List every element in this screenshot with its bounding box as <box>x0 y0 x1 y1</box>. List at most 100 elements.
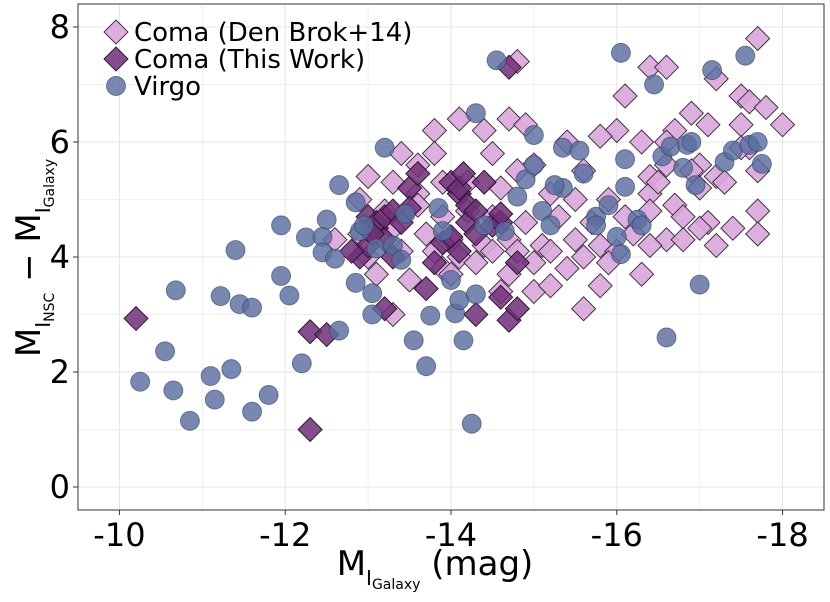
data-point <box>523 125 544 146</box>
data-point <box>637 232 663 259</box>
data-point <box>446 238 472 264</box>
data-point <box>722 140 743 161</box>
data-point <box>507 186 528 207</box>
data-point <box>123 305 149 332</box>
data-point <box>728 112 754 138</box>
data-point <box>421 250 448 276</box>
data-point <box>374 137 395 158</box>
data-point <box>570 244 597 270</box>
data-point <box>615 149 636 170</box>
y-tick-label: 8 <box>50 8 70 46</box>
data-point <box>512 209 539 236</box>
data-point <box>735 45 756 66</box>
data-point <box>562 227 588 253</box>
data-point <box>471 169 497 195</box>
data-point <box>291 353 312 374</box>
data-point <box>494 221 515 242</box>
data-point <box>769 112 796 138</box>
data-point <box>598 195 619 216</box>
data-point <box>200 366 221 386</box>
data-point <box>463 301 489 328</box>
data-point <box>316 209 337 230</box>
legend-label: Virgo <box>134 72 201 102</box>
data-point <box>685 175 706 196</box>
y-tick-label: 6 <box>50 123 70 161</box>
data-point <box>703 232 729 259</box>
y-tick-label: 4 <box>50 238 70 276</box>
data-point <box>155 341 175 362</box>
data-point <box>179 410 200 431</box>
series-3 <box>130 42 772 434</box>
data-point <box>297 416 323 443</box>
data-point <box>488 284 514 310</box>
data-point <box>687 215 713 241</box>
data-point <box>329 320 350 341</box>
x-tick-label: -14 <box>425 516 477 554</box>
data-point <box>537 273 564 299</box>
y-axis-title: MINSC − MIGalaxy <box>9 159 58 357</box>
legend: Coma (Den Brok+14)Coma (This Work)Virgo <box>103 18 412 102</box>
data-point <box>413 275 439 302</box>
data-point <box>587 123 613 149</box>
data-point <box>504 296 530 322</box>
data-point <box>453 330 474 351</box>
data-point <box>391 249 412 270</box>
legend-label: Coma (This Work) <box>134 45 365 75</box>
data-point <box>702 60 723 81</box>
data-point <box>355 163 381 190</box>
data-point <box>673 157 694 178</box>
data-point <box>345 272 366 293</box>
legend-label: Coma (Den Brok+14) <box>134 18 412 48</box>
data-point <box>753 94 779 121</box>
x-tick-label: -10 <box>93 516 145 554</box>
data-point <box>428 198 449 219</box>
data-point <box>279 285 300 306</box>
data-point <box>258 385 279 405</box>
data-point <box>242 297 263 318</box>
data-point <box>523 155 544 175</box>
data-point <box>465 284 486 305</box>
data-point <box>163 380 184 401</box>
legend-marker <box>103 19 129 45</box>
data-point <box>660 136 681 157</box>
data-point <box>465 103 486 124</box>
data-point <box>362 304 383 325</box>
data-point <box>629 129 655 155</box>
data-point <box>210 286 231 307</box>
data-point <box>329 175 350 196</box>
data-point <box>612 83 638 109</box>
data-point <box>474 215 495 236</box>
data-point <box>644 74 665 95</box>
data-point <box>504 250 530 276</box>
y-axis-ticks: 0 2 4 6 8 <box>50 8 78 506</box>
data-point <box>670 227 696 253</box>
data-point <box>362 283 383 304</box>
y-tick-label: 2 <box>50 353 70 391</box>
data-point <box>645 169 671 195</box>
data-point <box>450 160 477 187</box>
data-point <box>421 140 448 167</box>
data-point <box>338 238 365 264</box>
data-point <box>416 356 437 377</box>
data-point <box>403 330 424 351</box>
data-point <box>606 226 627 247</box>
data-point <box>610 244 631 265</box>
data-point <box>689 274 710 295</box>
x-tick-label: -12 <box>259 516 311 554</box>
data-point <box>479 238 506 264</box>
data-point <box>449 290 470 311</box>
data-point <box>554 255 580 282</box>
data-point <box>471 117 497 144</box>
data-point <box>745 221 771 247</box>
data-point <box>745 25 771 52</box>
data-point <box>586 215 607 236</box>
legend-marker <box>106 76 126 96</box>
data-point <box>420 305 441 326</box>
data-point <box>221 359 242 380</box>
data-point <box>656 327 677 348</box>
x-axis-title: MIGalaxy (mag) <box>337 544 534 593</box>
data-point <box>271 266 292 286</box>
data-point <box>486 50 507 71</box>
data-point <box>130 371 151 392</box>
